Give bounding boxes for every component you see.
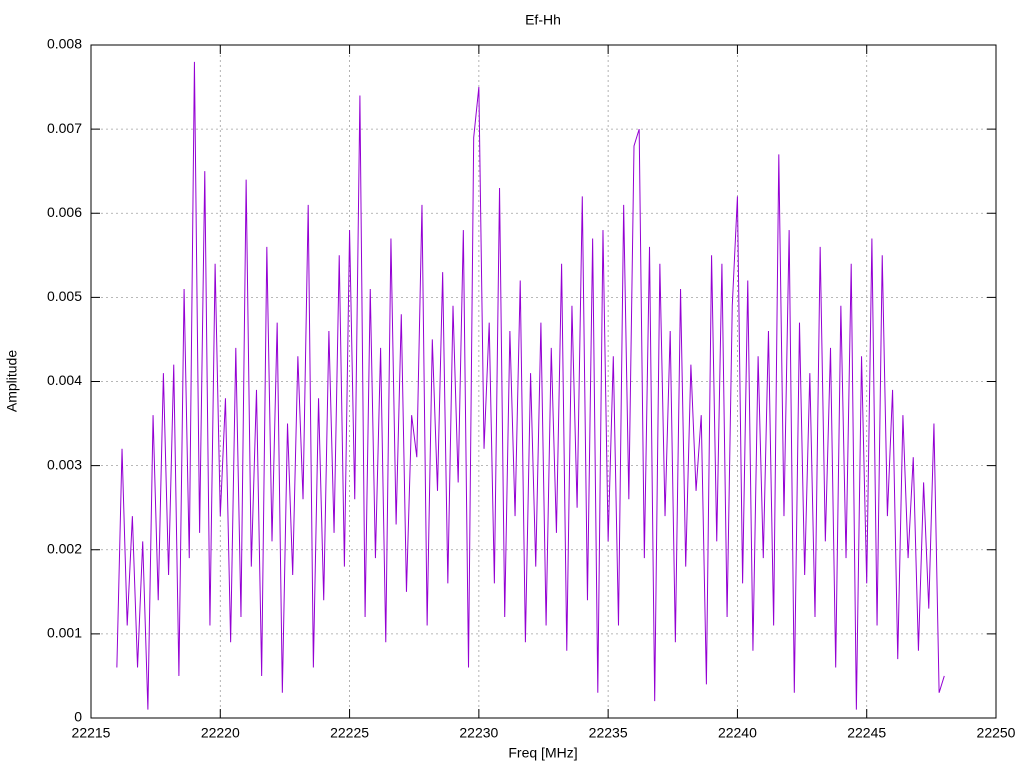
y-tick-label: 0.007 <box>47 120 82 136</box>
chart-title: Ef-Hh <box>525 12 561 28</box>
y-axis-label: Amplitude <box>4 350 20 412</box>
x-tick-label: 22250 <box>977 725 1016 741</box>
x-tick-label: 22215 <box>72 725 111 741</box>
y-tick-label: 0.002 <box>47 540 82 556</box>
y-tick-label: 0.001 <box>47 625 82 641</box>
y-tick-label: 0.006 <box>47 204 82 220</box>
y-tick-label: 0 <box>74 709 82 725</box>
x-tick-label: 22225 <box>330 725 369 741</box>
x-tick-label: 22235 <box>589 725 628 741</box>
x-tick-label: 22220 <box>201 725 240 741</box>
x-tick-label: 22245 <box>847 725 886 741</box>
y-tick-label: 0.008 <box>47 36 82 52</box>
y-tick-label: 0.005 <box>47 288 82 304</box>
x-tick-label: 22230 <box>459 725 498 741</box>
y-tick-label: 0.003 <box>47 456 82 472</box>
y-tick-label: 0.004 <box>47 372 82 388</box>
data-line <box>116 61 945 710</box>
x-axis-label: Freq [MHz] <box>508 745 577 761</box>
x-tick-label: 22240 <box>718 725 757 741</box>
plot-border <box>90 44 997 719</box>
